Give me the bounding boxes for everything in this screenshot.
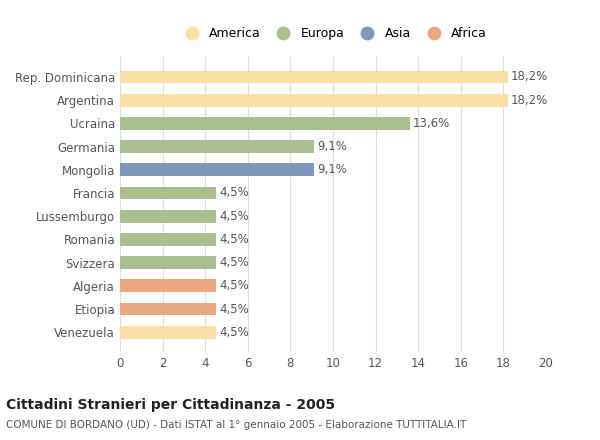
Legend: America, Europa, Asia, Africa: America, Europa, Asia, Africa bbox=[174, 22, 492, 45]
Text: 4,5%: 4,5% bbox=[219, 187, 249, 199]
Bar bbox=[120, 233, 216, 246]
Text: 4,5%: 4,5% bbox=[219, 326, 249, 339]
Text: COMUNE DI BORDANO (UD) - Dati ISTAT al 1° gennaio 2005 - Elaborazione TUTTITALIA: COMUNE DI BORDANO (UD) - Dati ISTAT al 1… bbox=[6, 420, 466, 430]
Bar bbox=[120, 117, 410, 130]
Text: 9,1%: 9,1% bbox=[317, 163, 347, 176]
Bar bbox=[120, 94, 508, 106]
Text: 13,6%: 13,6% bbox=[413, 117, 450, 130]
Text: 4,5%: 4,5% bbox=[219, 256, 249, 269]
Text: Cittadini Stranieri per Cittadinanza - 2005: Cittadini Stranieri per Cittadinanza - 2… bbox=[6, 398, 335, 412]
Text: 4,5%: 4,5% bbox=[219, 210, 249, 223]
Bar bbox=[120, 326, 216, 339]
Bar bbox=[120, 187, 216, 199]
Text: 4,5%: 4,5% bbox=[219, 233, 249, 246]
Bar bbox=[120, 210, 216, 223]
Bar bbox=[120, 303, 216, 315]
Bar bbox=[120, 140, 314, 153]
Text: 9,1%: 9,1% bbox=[317, 140, 347, 153]
Text: 4,5%: 4,5% bbox=[219, 279, 249, 292]
Bar bbox=[120, 163, 314, 176]
Bar bbox=[120, 279, 216, 292]
Text: 18,2%: 18,2% bbox=[511, 94, 548, 106]
Bar bbox=[120, 70, 508, 83]
Text: 18,2%: 18,2% bbox=[511, 70, 548, 84]
Text: 4,5%: 4,5% bbox=[219, 303, 249, 315]
Bar bbox=[120, 256, 216, 269]
